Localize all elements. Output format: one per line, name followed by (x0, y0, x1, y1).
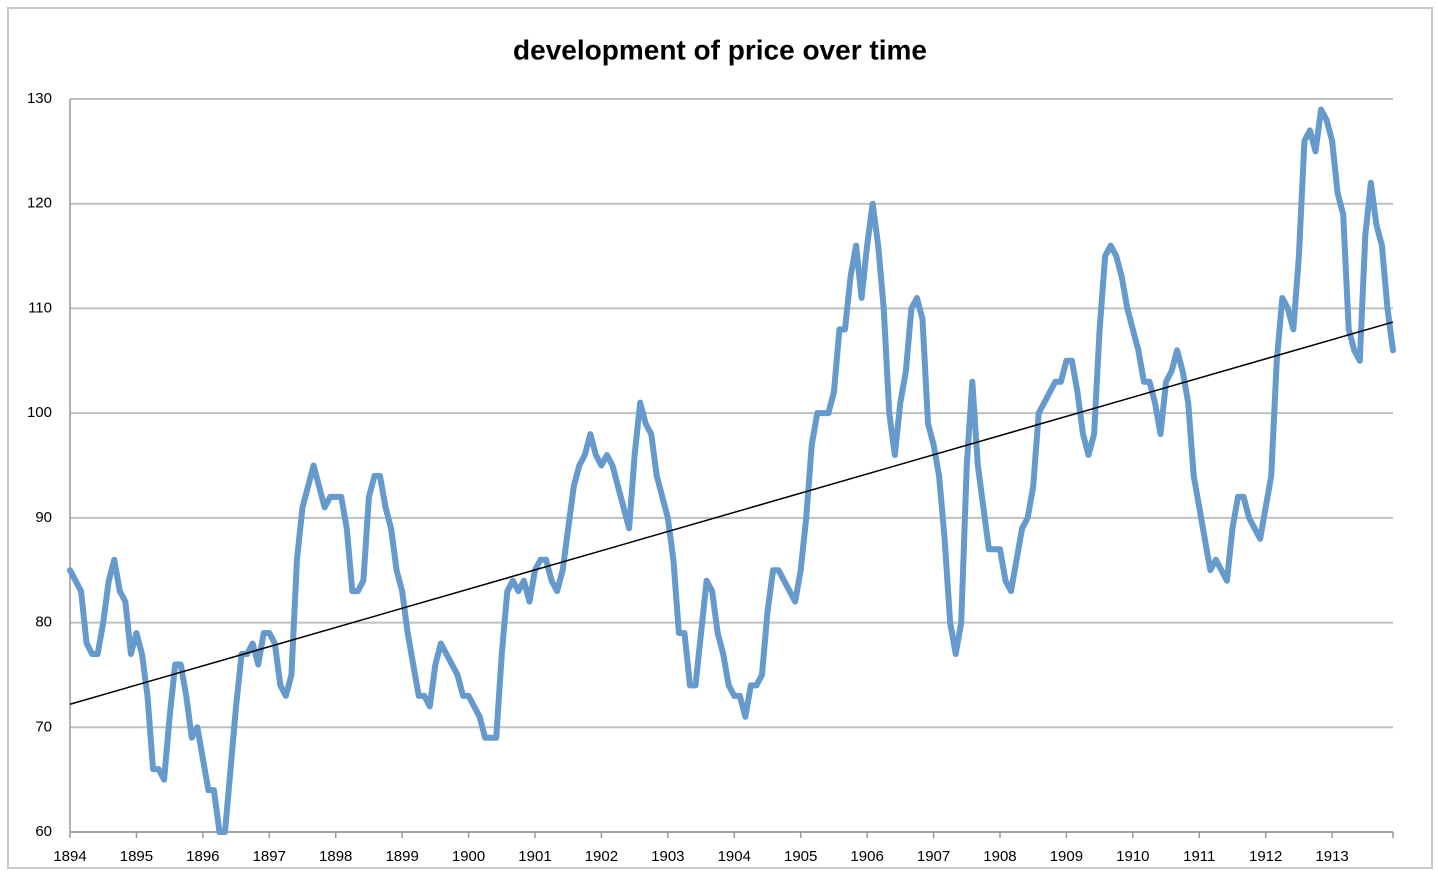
x-tick-label: 1902 (585, 848, 618, 865)
x-tick-label: 1912 (1249, 848, 1282, 865)
y-tick-label: 70 (35, 718, 52, 735)
x-tick-label: 1910 (1116, 848, 1149, 865)
y-tick-label: 120 (27, 195, 52, 212)
y-tick-label: 110 (28, 299, 52, 316)
x-tick-label: 1896 (186, 848, 219, 865)
y-tick-label: 130 (27, 90, 52, 107)
chart-frame (7, 7, 1433, 869)
x-tick-label: 1899 (385, 848, 418, 865)
x-tick-label: 1898 (319, 848, 352, 865)
x-tick-label: 1901 (518, 848, 551, 865)
x-tick-label: 1905 (784, 848, 817, 865)
x-tick-label: 1900 (452, 848, 485, 865)
x-tick-label: 1897 (253, 848, 286, 865)
x-tick-label: 1904 (718, 848, 751, 865)
x-tick-label: 1894 (53, 848, 86, 865)
x-tick-label: 1911 (1183, 848, 1215, 865)
x-tick-label: 1907 (917, 848, 950, 865)
x-tick-label: 1895 (120, 848, 153, 865)
x-tick-label: 1913 (1315, 848, 1348, 865)
y-tick-label: 90 (35, 509, 52, 526)
x-tick-label: 1903 (651, 848, 684, 865)
x-tick-label: 1909 (1050, 848, 1083, 865)
chart-title: development of price over time (513, 34, 927, 65)
price-line (67, 106, 1396, 835)
y-tick-label: 60 (35, 823, 52, 840)
y-tick-label: 100 (27, 404, 52, 421)
trend-line (69, 321, 1394, 705)
x-tick-label: 1906 (850, 848, 883, 865)
y-tick-label: 80 (35, 614, 52, 631)
x-tick-label: 1908 (983, 848, 1016, 865)
